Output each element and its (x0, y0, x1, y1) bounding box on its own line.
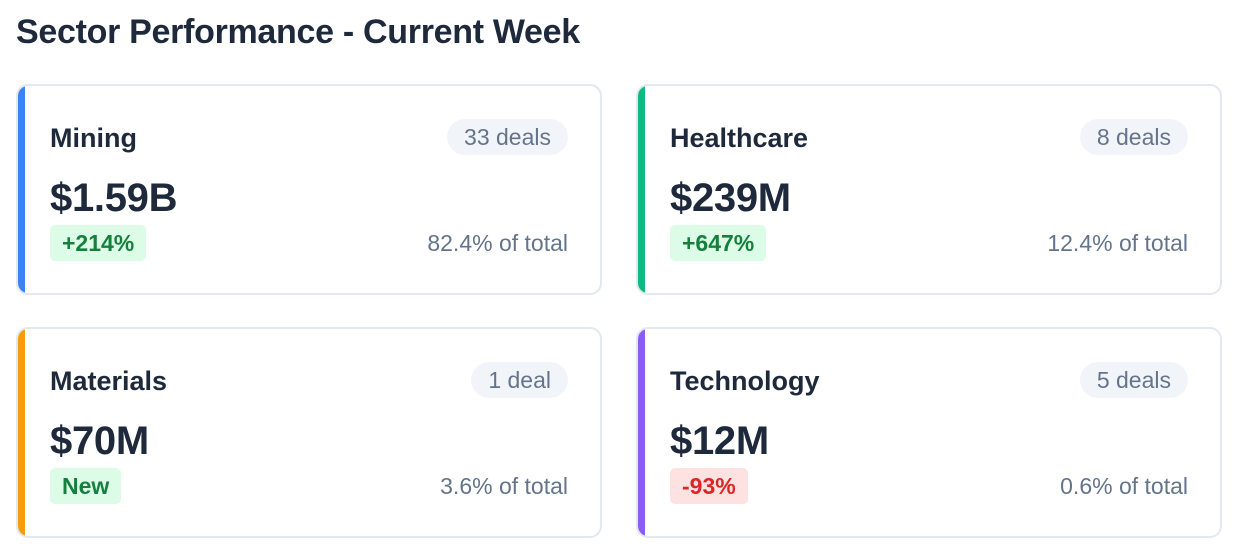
sector-card-technology[interactable]: Technology 5 deals $12M -93% 0.6% of tot… (636, 327, 1222, 538)
share-of-total: 82.4% of total (427, 230, 568, 256)
change-badge: -93% (670, 468, 748, 504)
sector-name: Healthcare (670, 123, 809, 153)
deals-count-badge: 33 deals (447, 119, 568, 155)
page-title: Sector Performance - Current Week (16, 13, 580, 51)
sector-name: Technology (670, 366, 820, 396)
sector-amount: $239M (670, 176, 791, 220)
share-of-total: 3.6% of total (440, 473, 568, 499)
deals-count-badge: 1 deal (471, 362, 568, 398)
sector-card-healthcare[interactable]: Healthcare 8 deals $239M +647% 12.4% of … (636, 84, 1222, 295)
sector-card-mining[interactable]: Mining 33 deals $1.59B +214% 82.4% of to… (16, 84, 602, 295)
card-accent-bar (638, 329, 645, 536)
change-badge: +647% (670, 225, 767, 261)
change-badge: +214% (50, 225, 147, 261)
sector-amount: $70M (50, 419, 149, 463)
sector-amount: $12M (670, 419, 769, 463)
card-accent-bar (638, 86, 645, 293)
sector-name: Mining (50, 123, 137, 153)
sector-amount: $1.59B (50, 176, 178, 220)
share-of-total: 0.6% of total (1060, 473, 1188, 499)
share-of-total: 12.4% of total (1047, 230, 1188, 256)
card-accent-bar (18, 329, 25, 536)
card-accent-bar (18, 86, 25, 293)
sector-card-materials[interactable]: Materials 1 deal $70M New 3.6% of total (16, 327, 602, 538)
sector-grid: Mining 33 deals $1.59B +214% 82.4% of to… (16, 84, 1222, 538)
sector-name: Materials (50, 366, 168, 396)
change-badge: New (50, 468, 122, 504)
deals-count-badge: 8 deals (1079, 119, 1188, 155)
deals-count-badge: 5 deals (1079, 362, 1188, 398)
